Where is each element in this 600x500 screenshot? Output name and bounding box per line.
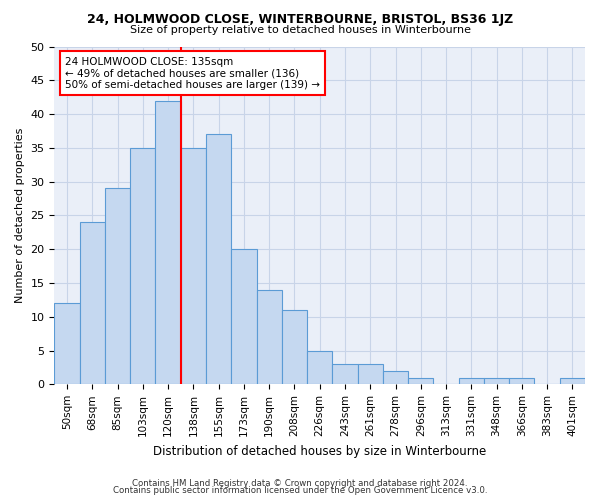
Bar xyxy=(307,350,332,384)
Text: Contains public sector information licensed under the Open Government Licence v3: Contains public sector information licen… xyxy=(113,486,487,495)
Bar xyxy=(458,378,484,384)
Text: Contains HM Land Registry data © Crown copyright and database right 2024.: Contains HM Land Registry data © Crown c… xyxy=(132,478,468,488)
Bar xyxy=(509,378,535,384)
Bar xyxy=(181,148,206,384)
Bar xyxy=(257,290,282,384)
Bar xyxy=(80,222,105,384)
Bar xyxy=(332,364,358,384)
Text: Size of property relative to detached houses in Winterbourne: Size of property relative to detached ho… xyxy=(130,25,470,35)
Bar xyxy=(130,148,155,384)
Bar xyxy=(206,134,231,384)
Bar xyxy=(408,378,433,384)
Text: 24 HOLMWOOD CLOSE: 135sqm
← 49% of detached houses are smaller (136)
50% of semi: 24 HOLMWOOD CLOSE: 135sqm ← 49% of detac… xyxy=(65,56,320,90)
Text: 24, HOLMWOOD CLOSE, WINTERBOURNE, BRISTOL, BS36 1JZ: 24, HOLMWOOD CLOSE, WINTERBOURNE, BRISTO… xyxy=(87,12,513,26)
Bar xyxy=(55,303,80,384)
Bar xyxy=(560,378,585,384)
Bar xyxy=(282,310,307,384)
Bar xyxy=(155,100,181,385)
Bar xyxy=(484,378,509,384)
Bar xyxy=(105,188,130,384)
Bar xyxy=(383,371,408,384)
Y-axis label: Number of detached properties: Number of detached properties xyxy=(15,128,25,303)
Bar xyxy=(231,249,257,384)
Bar xyxy=(358,364,383,384)
X-axis label: Distribution of detached houses by size in Winterbourne: Distribution of detached houses by size … xyxy=(153,444,487,458)
